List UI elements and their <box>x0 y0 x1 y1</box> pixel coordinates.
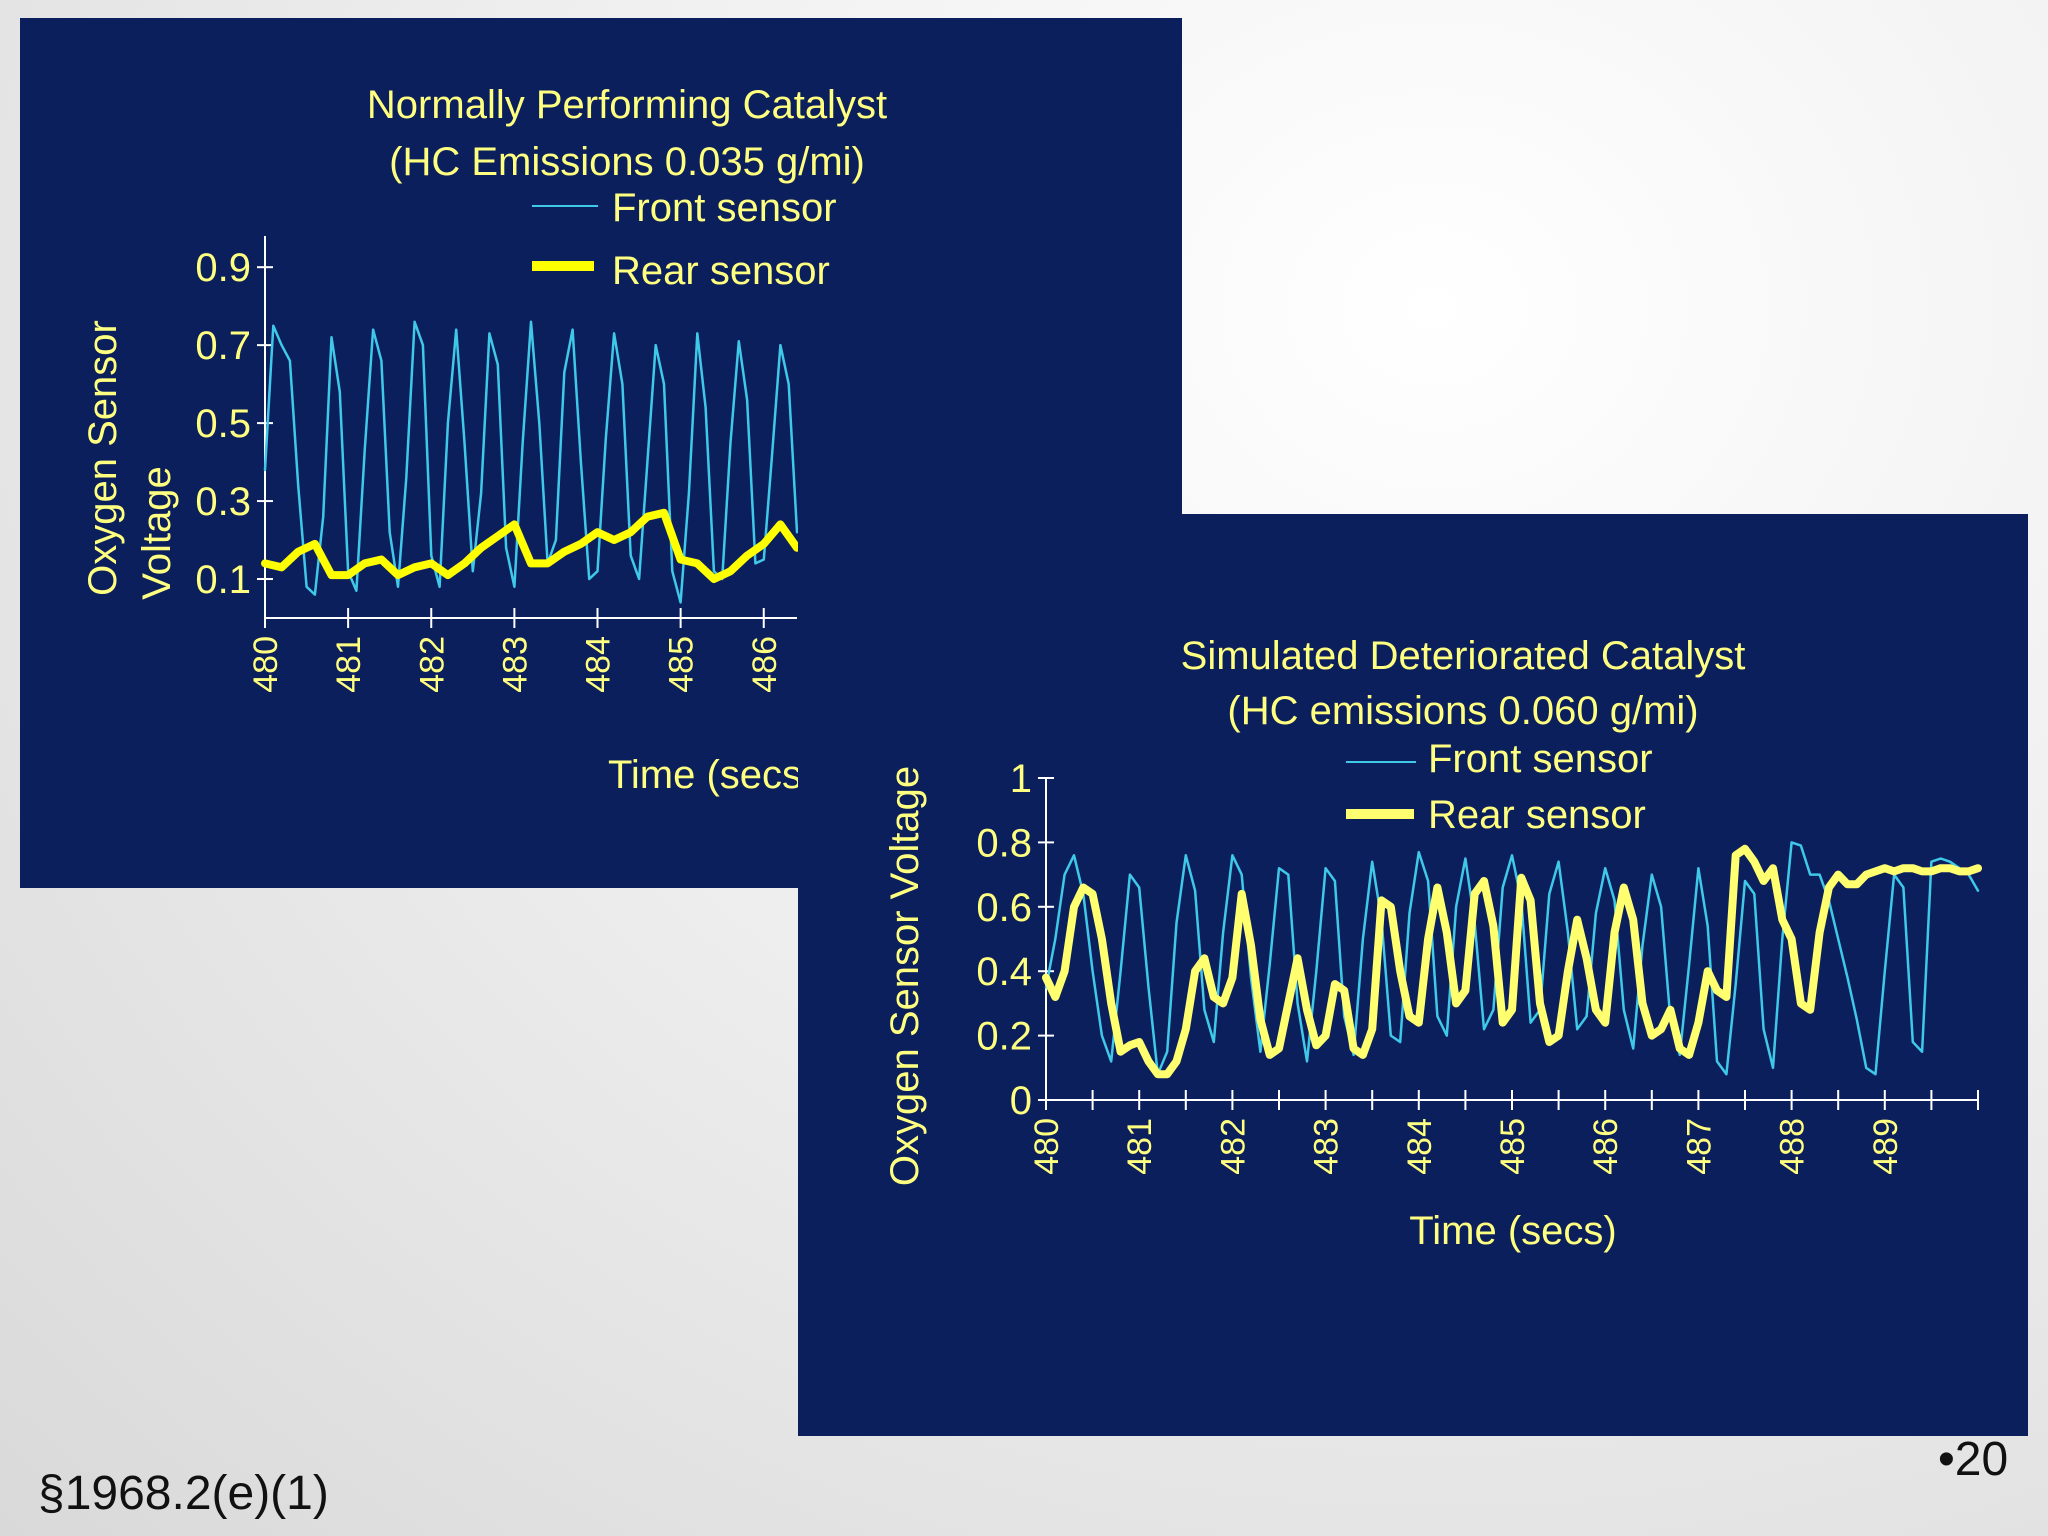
y-axis-label: Oxygen Sensor Voltage <box>883 766 927 1186</box>
x-axis-label: Time (secs <box>608 753 802 797</box>
page-number: •20 <box>1938 1433 2009 1486</box>
chart-subtitle: (HC Emissions 0.035 g/mi) <box>389 140 865 184</box>
legend-rear-label: Rear sensor <box>1428 793 1646 837</box>
y-axis-label-line1: Oxygen Sensor <box>81 320 125 596</box>
x-tick-label: 485 <box>663 636 701 693</box>
x-tick-label: 481 <box>330 636 368 693</box>
y-tick-label: 0.2 <box>976 1015 1032 1059</box>
section-reference: §1968.2(e)(1) <box>38 1467 329 1520</box>
x-tick-label: 483 <box>496 636 534 693</box>
x-tick-label: 484 <box>1401 1118 1439 1175</box>
y-tick-label: 0.7 <box>195 324 251 368</box>
chart-panel-normal: Normally Performing Catalyst (HC Emissio… <box>20 18 1182 888</box>
x-tick-label: 482 <box>413 636 451 693</box>
y-tick-label: 0.1 <box>195 558 251 602</box>
legend-front-label: Front sensor <box>612 186 837 230</box>
y-tick-label: 0.8 <box>976 821 1032 865</box>
y-tick-label: 0.9 <box>195 246 251 290</box>
x-tick-label: 480 <box>247 636 285 693</box>
chart-title: Simulated Deteriorated Catalyst <box>1181 634 1746 678</box>
chart-normal-catalyst: Normally Performing Catalyst (HC Emissio… <box>81 83 887 797</box>
chart-subtitle: (HC emissions 0.060 g/mi) <box>1227 689 1698 733</box>
x-tick-label: 486 <box>746 636 784 693</box>
x-tick-label: 480 <box>1028 1118 1066 1175</box>
rear-sensor-line <box>1042 844 1982 1079</box>
y-tick-label: 0.6 <box>976 886 1032 930</box>
y-tick-label: 0.3 <box>195 480 251 524</box>
y-tick-label: 0.5 <box>195 402 251 446</box>
legend-front-label: Front sensor <box>1428 737 1653 781</box>
x-tick-label: 486 <box>1587 1118 1625 1175</box>
y-tick-label: 1 <box>1010 757 1032 801</box>
x-tick-label: 485 <box>1494 1118 1532 1175</box>
x-tick-label: 487 <box>1680 1118 1718 1175</box>
x-tick-label: 483 <box>1308 1118 1346 1175</box>
x-tick-label: 484 <box>580 636 618 693</box>
legend-rear-label: Rear sensor <box>612 249 830 293</box>
y-tick-label: 0 <box>1010 1079 1032 1123</box>
x-tick-label: 489 <box>1867 1118 1905 1175</box>
y-tick-label: 0.4 <box>976 950 1032 994</box>
x-axis-label: Time (secs) <box>1409 1209 1616 1253</box>
x-tick-label: 482 <box>1214 1118 1252 1175</box>
chart-panel-deteriorated: Simulated Deteriorated Catalyst (HC emis… <box>798 514 2028 1436</box>
x-tick-label: 488 <box>1774 1118 1812 1175</box>
x-tick-label: 481 <box>1121 1118 1159 1175</box>
chart-deteriorated-catalyst: Simulated Deteriorated Catalyst (HC emis… <box>883 634 1982 1253</box>
y-axis-label-line2: Voltage <box>135 466 179 599</box>
chart-title: Normally Performing Catalyst <box>367 83 887 127</box>
